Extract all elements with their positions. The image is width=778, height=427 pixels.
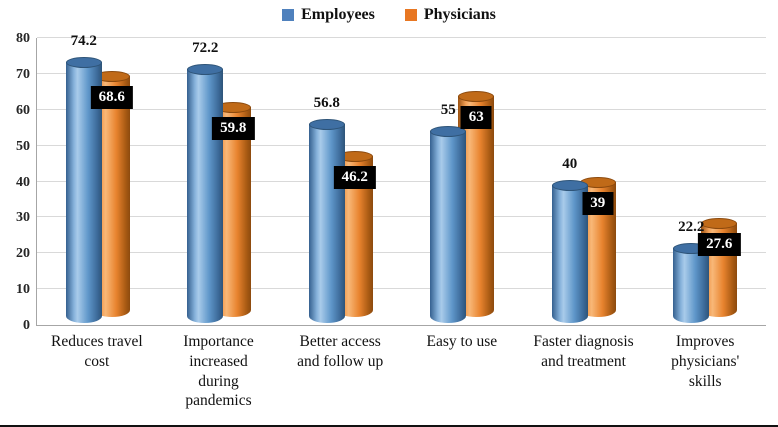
value-label-employees-2: 72.2 (192, 39, 219, 56)
legend-swatch-physicians-icon (404, 9, 417, 21)
legend-item-employees: Employees (282, 6, 375, 24)
gridline-70 (37, 72, 766, 74)
y-tick-label-60: 60 (16, 102, 30, 118)
x-label-6: Improves physicians' skills (671, 333, 740, 390)
value-label-physicians-2: 59.8 (212, 117, 255, 141)
gridline-80 (37, 37, 766, 38)
plot-area: 74.2 68.6 72.2 59.8 56.8 46.2 55 63 40 39 22.2 27.6 (36, 33, 767, 326)
x-axis-labels: Reduces travel cost Importance increased … (36, 332, 766, 411)
gridline-10 (37, 288, 766, 290)
bar-employees-body (308, 124, 345, 323)
bar-employees-body (187, 68, 224, 323)
chart-legend: Employees Physicians (0, 2, 778, 28)
y-tick-label-0: 0 (23, 318, 30, 333)
bar-employees-3 (308, 119, 345, 323)
value-label-physicians-6: 27.6 (698, 233, 741, 256)
legend-label-physicians: Physicians (423, 6, 496, 23)
value-label-physicians-1: 68.6 (90, 85, 133, 109)
gridline-30 (37, 216, 766, 218)
y-tick-label-10: 10 (16, 282, 30, 298)
legend-label-employees: Employees (301, 6, 375, 23)
bar-physicians-top (458, 91, 495, 102)
bar-group-2: 72.2 59.8 (159, 38, 281, 325)
gridline-40 (37, 180, 766, 182)
bar-group-5: 40 39 (523, 38, 645, 325)
bar-employees-top (65, 56, 102, 68)
bar-group-1: 74.2 68.6 (37, 33, 159, 325)
value-label-employees-5: 40 (562, 155, 578, 172)
bar-group-6: 22.2 27.6 (645, 38, 767, 325)
gridline-20 (37, 252, 766, 254)
value-label-physicians-3: 46.2 (333, 166, 376, 190)
x-label-1: Reduces travel cost (51, 333, 143, 370)
y-tick-label-20: 20 (16, 246, 30, 262)
gridline-50 (37, 144, 766, 146)
y-tick-label-40: 40 (16, 174, 30, 190)
bar-employees-top (187, 63, 224, 75)
value-label-employees-4: 55 (440, 101, 456, 118)
bar-employees-6 (673, 243, 710, 323)
x-label-4: Easy to use (426, 333, 498, 350)
value-label-employees-1: 74.2 (70, 32, 97, 49)
y-tick-label-70: 70 (16, 66, 30, 82)
bar-employees-top (430, 125, 467, 137)
value-label-employees-3: 56.8 (313, 95, 340, 112)
bar-employees-body (430, 130, 467, 323)
y-tick-label-30: 30 (16, 210, 30, 226)
x-label-5: Faster diagnosis and treatment (533, 333, 634, 370)
chart-area: 0 10 20 30 40 50 60 70 80 74.2 68.6 72.2 59.8 56.8 46… (6, 31, 767, 333)
value-label-physicians-4: 63 (460, 106, 492, 129)
bar-physicians-top (701, 218, 738, 229)
y-tick-label-80: 80 (16, 31, 30, 46)
legend-item-physicians: Physicians (404, 6, 496, 24)
bar-group-3: 56.8 46.2 (280, 38, 402, 325)
gridline-60 (37, 108, 766, 110)
legend-swatch-employees-icon (282, 9, 295, 21)
bar-employees-top (551, 179, 588, 191)
bar-employees-body (551, 184, 588, 323)
y-tick-label-50: 50 (16, 138, 30, 154)
bar-employees-5 (551, 179, 588, 323)
value-label-employees-6: 22.2 (678, 219, 705, 236)
value-label-physicians-5: 39 (582, 192, 614, 216)
bar-employees-top (308, 119, 345, 131)
bar-employees-4 (430, 125, 467, 323)
y-axis: 0 10 20 30 40 50 60 70 80 (6, 31, 36, 333)
x-label-3: Better access and follow up (297, 333, 384, 370)
x-label-2: Importance increased during pandemics (183, 333, 254, 410)
bar-employees-2 (187, 63, 224, 323)
bar-employees-body (673, 248, 710, 323)
bar-group-4: 55 63 (402, 38, 524, 325)
